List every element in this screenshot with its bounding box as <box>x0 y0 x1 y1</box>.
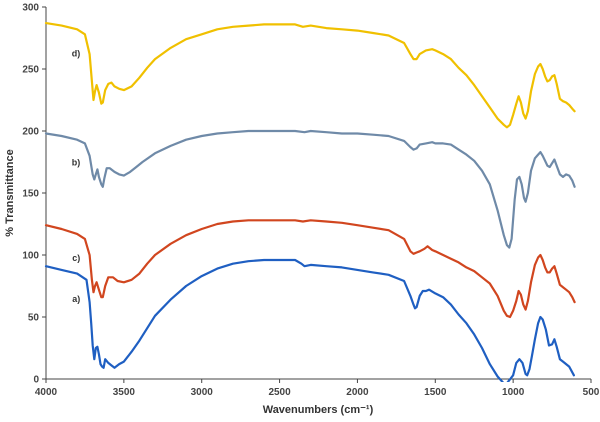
series-label-group: a) b) c) d) <box>72 48 81 304</box>
x-tick-group: 4000 3500 3000 2500 2000 1500 1000 500 <box>35 379 600 398</box>
x-tick-label: 1500 <box>424 387 447 398</box>
x-axis-title: Wavenumbers (cm⁻¹) <box>263 404 374 416</box>
series-label-a: a) <box>72 294 80 304</box>
series-line-a <box>44 258 575 382</box>
y-tick-label: 300 <box>22 3 39 14</box>
y-tick-label: 0 <box>33 375 39 386</box>
y-tick-label: 50 <box>28 313 40 324</box>
series-line-c <box>44 219 576 319</box>
x-tick-label: 2500 <box>268 387 291 398</box>
y-tick-label: 200 <box>22 127 39 138</box>
x-tick-label: 1000 <box>502 387 525 398</box>
y-tick-label: 150 <box>22 189 39 200</box>
y-tick-label: 250 <box>22 65 39 76</box>
x-tick-label: 3500 <box>113 387 136 398</box>
series-line-b <box>44 129 576 249</box>
x-tick-label: 2000 <box>346 387 369 398</box>
y-tick-label: 100 <box>22 251 39 262</box>
y-tick-group: 0 50 100 150 200 250 300 <box>22 3 46 386</box>
y-axis-title: % Transmittance <box>4 149 16 236</box>
series-label-c: c) <box>72 253 80 263</box>
x-tick-label: 3000 <box>191 387 214 398</box>
series-label-d: d) <box>72 48 81 58</box>
x-tick-label: 4000 <box>35 387 58 398</box>
series-group <box>44 22 576 382</box>
x-tick-label: 500 <box>583 387 600 398</box>
series-label-b: b) <box>72 157 81 167</box>
series-line-d <box>44 22 576 129</box>
